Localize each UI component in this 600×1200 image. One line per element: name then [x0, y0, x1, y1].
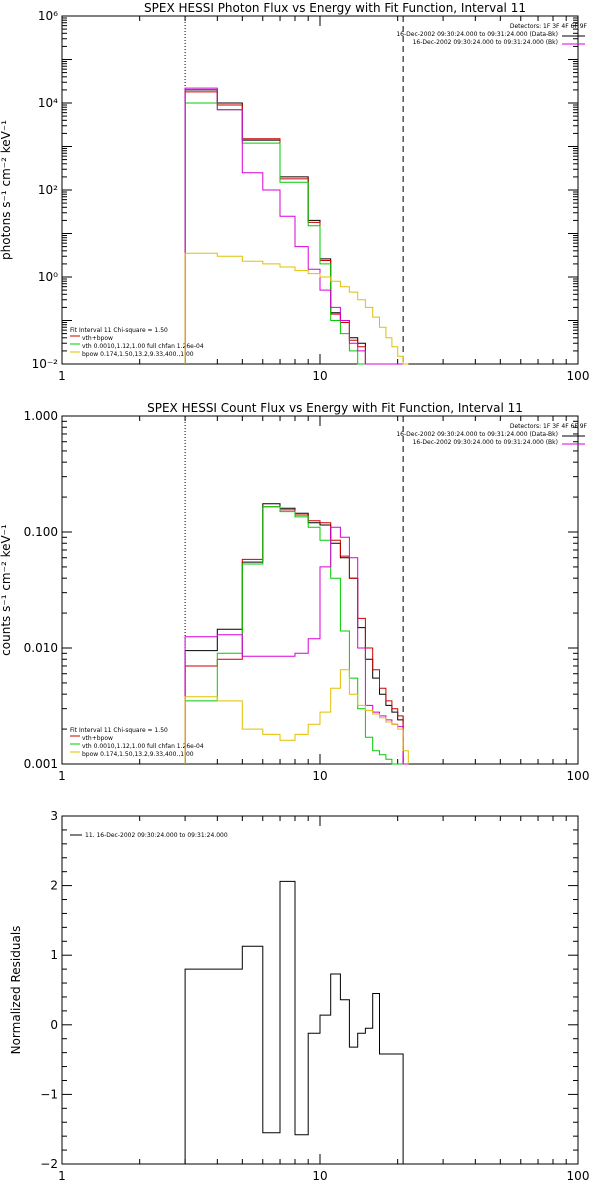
x-tick-label: 100 — [567, 1169, 590, 1183]
series-vth_bpow — [184, 526, 409, 765]
series-vth — [184, 506, 409, 765]
y-tick-label: 10⁴ — [38, 96, 58, 110]
y-tick-label: 3 — [50, 809, 58, 823]
series-bk — [184, 506, 409, 765]
y-axis-label: counts s⁻¹ cm⁻² keV⁻¹ — [0, 524, 13, 656]
count-flux-chart: SPEX HESSI Count Flux vs Energy with Fit… — [0, 401, 589, 783]
y-tick-label: 10⁻² — [32, 357, 59, 371]
x-tick-label: 1 — [58, 369, 66, 383]
series-bpow — [184, 252, 409, 365]
legend-header: Detectors: 1F 3F 4F 6F 9F — [510, 23, 588, 30]
plot-frame — [61, 815, 579, 1165]
series-data — [184, 880, 404, 1164]
series-bk — [184, 91, 409, 365]
legend-entry-data: 16-Dec-2002 09:30:24.000 to 09:31:24.000… — [396, 431, 558, 438]
y-tick-label: 0 — [50, 1018, 58, 1032]
x-tick-label: 10 — [312, 1169, 327, 1183]
series-vth_bpow — [184, 87, 409, 365]
y-tick-label: −1 — [40, 1087, 58, 1101]
residuals-chart: Normalized Residuals 11. 16-Dec-2002 09:… — [9, 809, 589, 1183]
fit-legend-vth-bpow: vth+bpow — [82, 735, 113, 742]
series-data — [184, 503, 409, 765]
y-tick-label: 2 — [50, 879, 58, 893]
legend-entry-bk: 16-Dec-2002 09:30:24.000 to 09:31:24.000… — [413, 439, 558, 446]
fit-legend-bpow: bpow 0.174,1.50,13.2,9.33,400.,1.00 — [82, 751, 194, 758]
fit-legend-bpow: bpow 0.174,1.50,13.2,9.33,400.,1.00 — [82, 351, 194, 358]
legend-entry-bk: 16-Dec-2002 09:30:24.000 to 09:31:24.000… — [413, 39, 558, 46]
legend-header: Detectors: 1F 3F 4F 6F 9F — [510, 423, 588, 430]
x-tick-label: 100 — [567, 769, 590, 783]
x-tick-label: 10 — [312, 769, 327, 783]
legend-entry-data: 16-Dec-2002 09:30:24.000 to 09:31:24.000… — [396, 31, 558, 38]
y-tick-label: 0.010 — [24, 641, 58, 655]
y-tick-label: 10² — [38, 183, 58, 197]
x-tick-label: 1 — [58, 1169, 66, 1183]
legend-entry: 11. 16-Dec-2002 09:30:24.000 to 09:31:24… — [85, 832, 228, 839]
x-tick-label: 1 — [58, 769, 66, 783]
y-tick-label: −2 — [40, 1157, 58, 1171]
y-tick-label: 1.000 — [24, 409, 58, 423]
y-axis-label: photons s⁻¹ cm⁻² keV⁻¹ — [0, 120, 13, 260]
series-vth — [184, 102, 409, 365]
y-tick-label: 10⁰ — [38, 270, 58, 284]
fit-legend-vth: vth 0.0010,1.12,1.00 full chfan 1.26e-04 — [82, 343, 204, 350]
x-tick-label: 10 — [312, 369, 327, 383]
chart-title: SPEX HESSI Count Flux vs Energy with Fit… — [147, 401, 523, 415]
photon-flux-chart: SPEX HESSI Photon Flux vs Energy with Fi… — [0, 1, 589, 383]
y-tick-label: 10⁶ — [38, 9, 58, 23]
plot-frame — [61, 15, 579, 365]
series-data — [184, 89, 409, 365]
y-tick-label: 0.100 — [24, 525, 58, 539]
y-tick-label: 0.001 — [24, 757, 58, 771]
fit-header: Fit Interval 11 Chi-square = 1.50 — [70, 727, 168, 734]
x-tick-label: 100 — [567, 369, 590, 383]
fit-legend-vth: vth 0.0010,1.12,1.00 full chfan 1.26e-04 — [82, 743, 204, 750]
series-bpow — [184, 669, 409, 764]
y-axis-label: Normalized Residuals — [9, 926, 23, 1055]
fit-legend-vth-bpow: vth+bpow — [82, 335, 113, 342]
chart-title: SPEX HESSI Photon Flux vs Energy with Fi… — [144, 1, 526, 15]
y-tick-label: 1 — [50, 948, 58, 962]
fit-header: Fit Interval 11 Chi-square = 1.50 — [70, 327, 168, 334]
